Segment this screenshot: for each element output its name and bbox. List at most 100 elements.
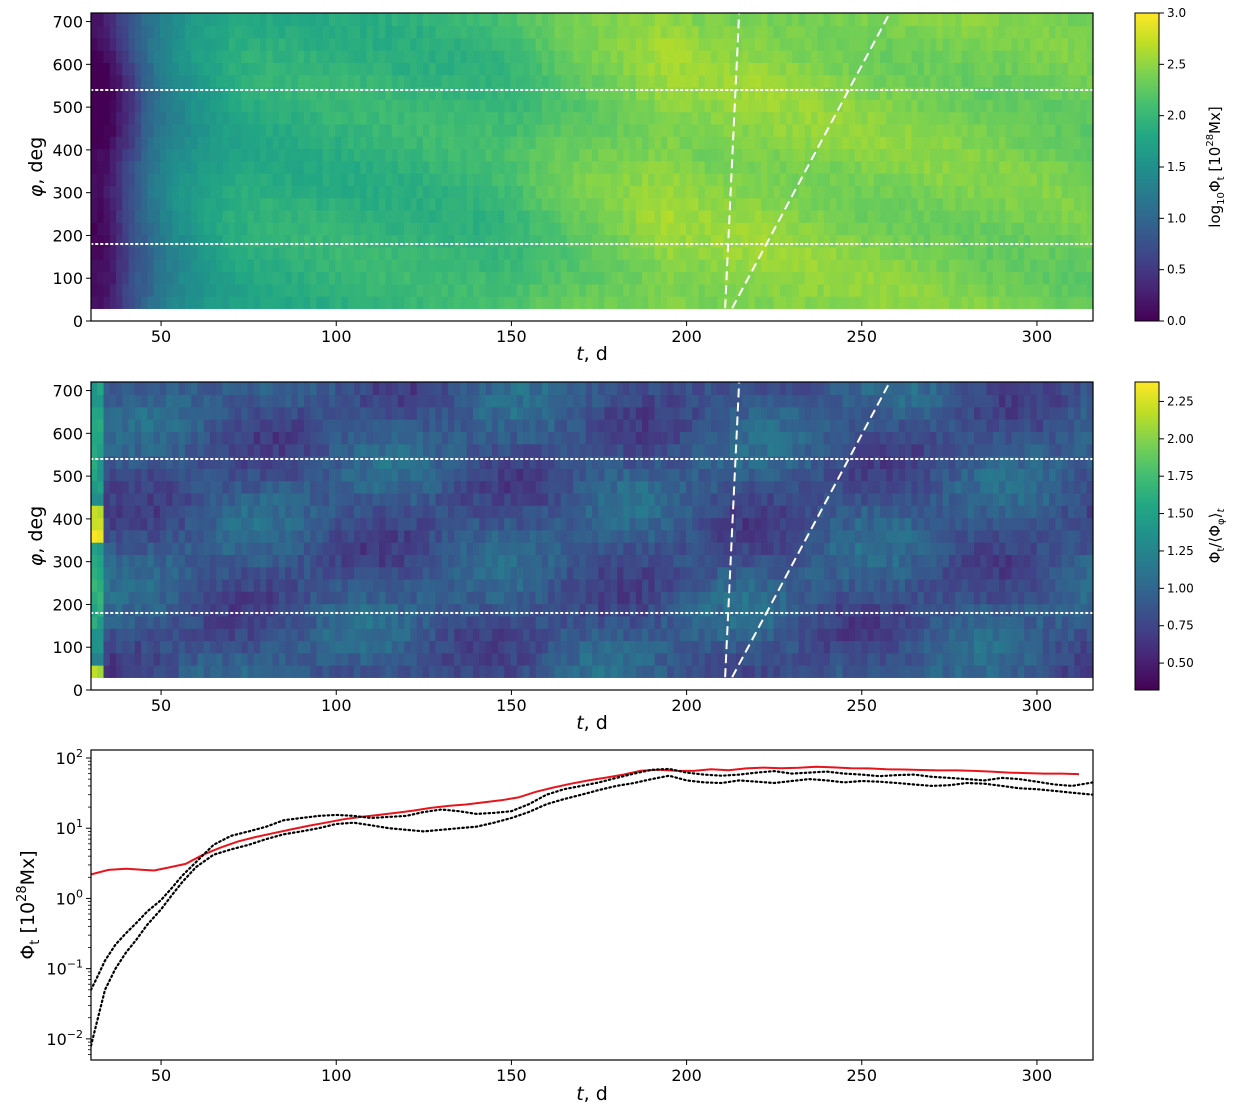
panel2-heatmap-cell	[253, 492, 261, 506]
panel1-heatmap-cell	[535, 148, 543, 162]
panel1-heatmap-cell	[435, 295, 443, 309]
panel1-heatmap-cell	[1055, 197, 1063, 211]
panel2-heatmap-cell	[197, 615, 205, 629]
panel1-heatmap-cell	[316, 49, 324, 63]
panel1-heatmap-cell	[328, 99, 337, 113]
panel1-heatmap-cell	[679, 62, 687, 76]
panel1-heatmap-cell	[1011, 283, 1019, 297]
panel2-heatmap-cell	[354, 517, 362, 531]
panel1-heatmap-cell	[1086, 197, 1093, 211]
panel2-heatmap-cell	[103, 504, 111, 519]
panel1-heatmap-cell	[1042, 74, 1050, 88]
panel1-heatmap-cell	[166, 197, 174, 211]
panel1-heatmap-cell	[372, 222, 380, 236]
panel1-heatmap-cell	[723, 74, 731, 88]
panel1-heatmap-cell	[479, 295, 487, 309]
panel1-heatmap-cell	[397, 185, 405, 199]
panel1-heatmap-cell	[128, 135, 136, 150]
panel1-heatmap-cell	[116, 13, 124, 27]
panel2-heatmap-cell	[297, 554, 305, 568]
panel1-heatmap-cell	[723, 37, 731, 51]
panel1-heatmap-cell	[692, 148, 700, 162]
panel1-heatmap-cell	[209, 246, 218, 260]
panel1-heatmap-cell	[773, 271, 781, 285]
panel2-heatmap-cell	[360, 578, 368, 592]
panel1-heatmap-cell	[1011, 197, 1019, 211]
panel1-heatmap-cell	[372, 111, 380, 125]
panel1-heatmap-cell	[479, 62, 487, 76]
panel1-heatmap-cell	[385, 246, 393, 260]
panel1-heatmap-cell	[153, 111, 161, 125]
panel1-heatmap-cell	[1074, 258, 1082, 273]
panel1-heatmap-cell	[1011, 160, 1019, 174]
panel1-heatmap-cell	[936, 49, 944, 63]
panel2-heatmap-cell	[178, 615, 186, 629]
panel1-heatmap-cell	[235, 123, 243, 137]
panel1-heatmap-cell	[172, 197, 180, 211]
panel1-heatmap-cell	[923, 25, 931, 39]
panel1-heatmap-cell	[710, 49, 719, 63]
panel2-heatmap-cell	[335, 504, 343, 519]
panel1-heatmap-cell	[817, 209, 825, 223]
panel1-heatmap-cell	[391, 295, 399, 309]
panel1-heatmap-cell	[736, 246, 744, 260]
panel1-heatmap-cell	[548, 99, 556, 113]
panel1-heatmap-cell	[153, 234, 161, 248]
panel1-heatmap-cell	[880, 123, 888, 137]
panel1-heatmap-cell	[266, 25, 274, 39]
panel1-heatmap-cell	[416, 222, 424, 236]
panel1-heatmap-cell	[1011, 222, 1019, 236]
panel1-heatmap-cell	[504, 99, 512, 113]
panel2-heatmap-cell	[253, 627, 261, 642]
panel1-heatmap-cell	[1074, 111, 1082, 125]
panel1-heatmap-cell	[573, 234, 581, 248]
panel1-heatmap-cell	[1074, 185, 1082, 199]
panel1-heatmap-cell	[516, 25, 524, 39]
panel1-heatmap-cell	[485, 148, 493, 162]
panel1-heatmap-cell	[948, 123, 957, 137]
panel1-heatmap-cell	[491, 258, 499, 273]
panel1-heatmap-cell	[923, 135, 931, 150]
panel1-heatmap-cell	[685, 99, 693, 113]
panel1-heatmap-cell	[297, 295, 305, 309]
panel2-heatmap-cell	[122, 492, 130, 506]
panel1-heatmap-cell	[385, 234, 393, 248]
panel1-heatmap-cell	[535, 62, 543, 76]
panel2-heatmap-cell	[116, 615, 124, 629]
panel1-heatmap-cell	[103, 62, 111, 76]
panel2-heatmap-cell	[153, 603, 161, 617]
panel1-heatmap-cell	[454, 123, 462, 137]
panel1-heatmap-cell	[278, 209, 286, 223]
panel1-heatmap-cell	[1036, 111, 1044, 125]
panel1-heatmap-cell	[648, 234, 656, 248]
panel1-heatmap-cell	[209, 49, 218, 63]
panel1-heatmap-cell	[811, 13, 819, 27]
panel1-heatmap-cell	[272, 62, 280, 76]
panel1-heatmap-cell	[372, 86, 380, 100]
panel1-heatmap-cell	[360, 49, 368, 63]
panel2-heatmap-cell	[97, 640, 105, 654]
panel1-heatmap-cell	[341, 135, 349, 150]
panel1-heatmap-cell	[761, 197, 769, 211]
panel1-heatmap-cell	[999, 148, 1007, 162]
panel1-heatmap-cell	[372, 99, 380, 113]
panel1-heatmap-cell	[97, 13, 105, 27]
panel1-heatmap-cell	[867, 99, 875, 113]
panel1-heatmap-cell	[141, 135, 149, 150]
panel2-heatmap-cell	[316, 480, 324, 494]
panel1-heatmap-cell	[1080, 258, 1088, 273]
panel1-heatmap-cell	[1061, 185, 1069, 199]
panel2-heatmap-cell	[341, 640, 349, 654]
panel1-heatmap-cell	[999, 111, 1007, 125]
panel1-heatmap-cell	[422, 99, 430, 113]
panel2-heatmap-cell	[354, 591, 362, 605]
panel1-heatmap-cell	[779, 25, 787, 39]
panel1-heatmap-cell	[341, 49, 349, 63]
panel2-heatmap-cell	[260, 652, 268, 666]
panel1-heatmap-cell	[141, 86, 149, 100]
panel1-heatmap-cell	[1036, 271, 1044, 285]
panel1-heatmap-cell	[454, 111, 462, 125]
panel1-heatmap-cell	[1042, 111, 1050, 125]
panel2-heatmap-cell	[128, 566, 136, 580]
panel1-heatmap-cell	[811, 246, 819, 260]
